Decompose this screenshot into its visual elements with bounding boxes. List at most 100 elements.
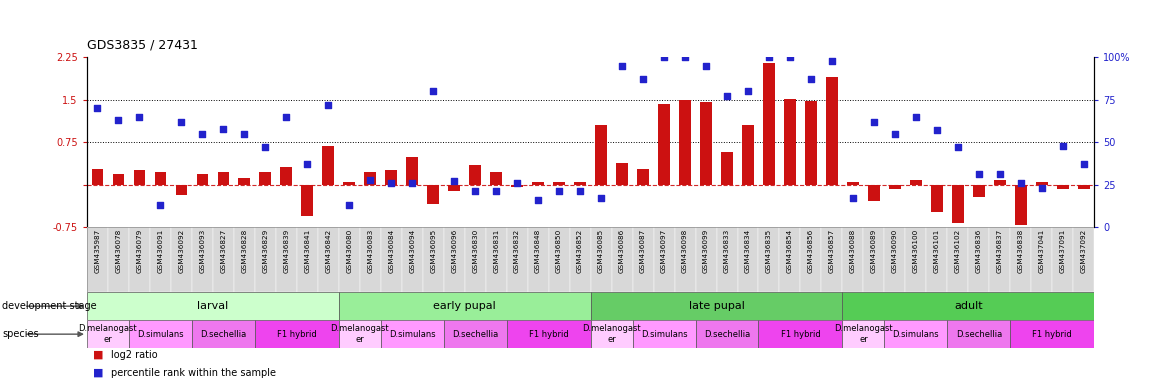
Point: [340, 202, 359, 208]
Text: F1 hybrid: F1 hybrid: [1033, 329, 1072, 339]
Bar: [947, 227, 968, 292]
Bar: [192, 320, 255, 348]
Bar: [485, 227, 506, 292]
Text: F1 hybrid: F1 hybrid: [529, 329, 569, 339]
Bar: [864, 227, 885, 292]
Bar: [570, 227, 591, 292]
Point: [1012, 180, 1031, 186]
Text: D.sechellia: D.sechellia: [955, 329, 1002, 339]
Point: [633, 76, 652, 82]
Point: [193, 131, 212, 137]
Bar: [784, 99, 796, 185]
Bar: [1057, 185, 1069, 189]
Text: GSM436831: GSM436831: [493, 229, 499, 273]
Bar: [738, 227, 758, 292]
Text: D.simulans: D.simulans: [893, 329, 939, 339]
Text: early pupal: early pupal: [433, 301, 496, 311]
Text: D.melanogast
er: D.melanogast er: [79, 324, 137, 344]
Text: GSM436100: GSM436100: [913, 229, 919, 273]
Text: GSM437091: GSM437091: [1060, 229, 1065, 273]
Text: GSM436102: GSM436102: [955, 229, 961, 273]
Bar: [255, 320, 338, 348]
Text: ■: ■: [93, 350, 103, 360]
Text: GSM436089: GSM436089: [871, 229, 877, 273]
Bar: [611, 227, 632, 292]
Bar: [591, 320, 632, 348]
Bar: [842, 227, 864, 292]
Text: larval: larval: [197, 301, 228, 311]
Point: [361, 177, 380, 183]
Point: [529, 197, 548, 203]
Bar: [994, 180, 1005, 185]
Bar: [154, 172, 166, 185]
Bar: [1032, 227, 1053, 292]
Text: D.sechellia: D.sechellia: [200, 329, 247, 339]
Text: GSM436827: GSM436827: [220, 229, 226, 273]
Bar: [112, 174, 124, 185]
Text: GSM437092: GSM437092: [1080, 229, 1087, 273]
Bar: [444, 227, 464, 292]
Bar: [381, 320, 444, 348]
Bar: [512, 185, 523, 187]
Point: [109, 117, 127, 123]
Bar: [968, 227, 989, 292]
Bar: [406, 157, 418, 185]
Bar: [826, 77, 837, 185]
Point: [676, 54, 695, 60]
Point: [550, 189, 569, 195]
Text: species: species: [2, 329, 39, 339]
Bar: [779, 227, 800, 292]
Point: [822, 58, 841, 64]
Bar: [758, 320, 842, 348]
Text: F1 hybrid: F1 hybrid: [277, 329, 316, 339]
Point: [844, 195, 863, 201]
Bar: [973, 185, 984, 197]
Text: GSM436839: GSM436839: [284, 229, 290, 273]
Bar: [213, 227, 234, 292]
Point: [298, 161, 316, 167]
Bar: [696, 320, 758, 348]
Text: GSM436083: GSM436083: [367, 229, 373, 273]
Point: [151, 202, 169, 208]
Bar: [947, 320, 1010, 348]
Bar: [821, 227, 842, 292]
Bar: [549, 227, 570, 292]
Bar: [763, 63, 775, 185]
Bar: [842, 292, 1094, 320]
Bar: [616, 163, 628, 185]
Bar: [296, 227, 317, 292]
Bar: [680, 100, 691, 185]
Bar: [170, 227, 192, 292]
Bar: [1010, 227, 1032, 292]
Bar: [1073, 227, 1094, 292]
Text: GSM436094: GSM436094: [409, 229, 416, 273]
Bar: [1078, 185, 1090, 189]
Text: GSM436834: GSM436834: [745, 229, 752, 273]
Bar: [360, 227, 381, 292]
Bar: [234, 227, 255, 292]
Text: GSM436101: GSM436101: [933, 229, 940, 273]
Text: GSM436829: GSM436829: [262, 229, 269, 273]
Point: [382, 180, 401, 186]
Bar: [658, 104, 669, 185]
Bar: [381, 227, 402, 292]
Bar: [423, 227, 444, 292]
Bar: [632, 227, 653, 292]
Text: GSM436842: GSM436842: [325, 229, 331, 273]
Point: [318, 102, 337, 108]
Text: GSM436080: GSM436080: [346, 229, 352, 273]
Bar: [149, 227, 170, 292]
Bar: [129, 320, 192, 348]
Bar: [805, 101, 816, 185]
Text: GSM436854: GSM436854: [787, 229, 793, 273]
Text: GSM436098: GSM436098: [682, 229, 688, 273]
Bar: [280, 167, 292, 185]
Bar: [696, 227, 717, 292]
Point: [780, 54, 799, 60]
Point: [801, 76, 820, 82]
Point: [865, 119, 884, 125]
Bar: [742, 125, 754, 185]
Point: [969, 171, 988, 177]
Bar: [87, 227, 108, 292]
Text: GSM436856: GSM436856: [808, 229, 814, 273]
